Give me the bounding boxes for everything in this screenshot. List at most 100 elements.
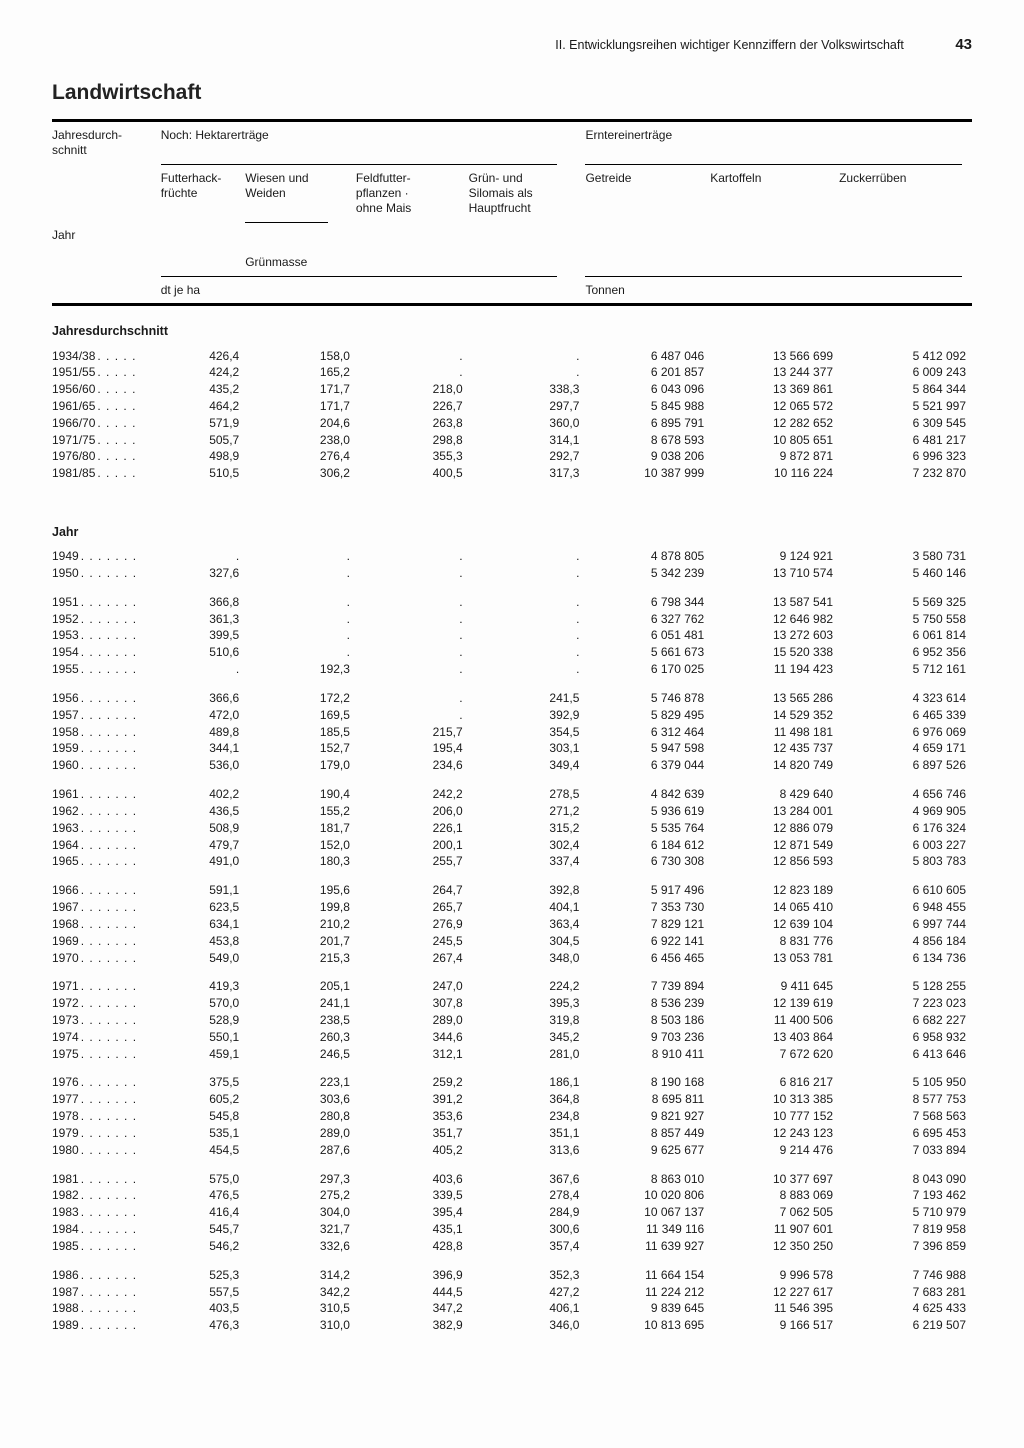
col-silomais: Grün- undSilomais alsHauptfrucht	[469, 165, 586, 222]
year-cell: 1966. . . . . . .	[52, 883, 161, 900]
year-cell: 1979. . . . . . .	[52, 1125, 161, 1142]
table-row: 1952. . . . . . .361,3...6 327 76212 646…	[52, 611, 972, 628]
table-row: 1977. . . . . . .605,2303,6391,2364,88 6…	[52, 1092, 972, 1109]
table-row: 1960. . . . . . .536,0179,0234,6349,46 3…	[52, 758, 972, 775]
table-row: 1979. . . . . . .535,1289,0351,7351,18 8…	[52, 1125, 972, 1142]
year-cell: 1971/75. . . . .	[52, 432, 161, 449]
table-row: 1957. . . . . . .472,0169,5.392,95 829 4…	[52, 707, 972, 724]
year-cell: 1934/38. . . . .	[52, 348, 161, 365]
year-cell: 1950. . . . . . .	[52, 565, 161, 582]
sub-gruenmasse: Grünmasse	[245, 249, 356, 276]
table-row: 1975. . . . . . .459,1246,5312,1281,08 9…	[52, 1046, 972, 1063]
year-cell: 1964. . . . . . .	[52, 837, 161, 854]
col-zucker: Zuckerrüben	[839, 165, 972, 222]
year-cell: 1981. . . . . . .	[52, 1171, 161, 1188]
year-cell: 1969. . . . . . .	[52, 933, 161, 950]
table-row: 1983. . . . . . .416,4304,0395,4284,910 …	[52, 1205, 972, 1222]
table-row: 1988. . . . . . .403,5310,5347,2406,19 8…	[52, 1301, 972, 1318]
year-cell: 1989. . . . . . .	[52, 1318, 161, 1335]
year-cell: 1980. . . . . . .	[52, 1142, 161, 1159]
table-row: 1974. . . . . . .550,1260,3344,6345,29 7…	[52, 1029, 972, 1046]
table-row: 1961. . . . . . .402,2190,4242,2278,54 8…	[52, 787, 972, 804]
table-row: 1967. . . . . . .623,5199,8265,7404,17 3…	[52, 900, 972, 917]
table-row: 1989. . . . . . .476,3310,0382,9346,010 …	[52, 1318, 972, 1335]
year-label: Jahr	[52, 222, 161, 249]
group-hektar: Noch: Hektarerträge	[161, 122, 586, 164]
year-cell: 1952. . . . . . .	[52, 611, 161, 628]
col-getreide: Getreide	[585, 165, 710, 222]
table-row: 1959. . . . . . .344,1152,7195,4303,15 9…	[52, 741, 972, 758]
table-row: 1969. . . . . . .453,8201,7245,5304,56 9…	[52, 933, 972, 950]
year-cell: 1976. . . . . . .	[52, 1075, 161, 1092]
year-cell: 1966/70. . . . .	[52, 415, 161, 432]
table-row: 1968. . . . . . .634,1210,2276,9363,47 8…	[52, 916, 972, 933]
table-row: 1985. . . . . . .546,2332,6428,8357,411 …	[52, 1238, 972, 1255]
table-row: 1964. . . . . . .479,7152,0200,1302,46 1…	[52, 837, 972, 854]
year-cell: 1987. . . . . . .	[52, 1284, 161, 1301]
year-cell: 1961. . . . . . .	[52, 787, 161, 804]
year-cell: 1974. . . . . . .	[52, 1029, 161, 1046]
table-row: 1980. . . . . . .454,5287,6405,2313,69 6…	[52, 1142, 972, 1159]
table-row: 1963. . . . . . .508,9181,7226,1315,25 5…	[52, 820, 972, 837]
year-cell: 1956/60. . . . .	[52, 382, 161, 399]
table-row: 1976/80. . . . .498,9276,4355,3292,79 03…	[52, 449, 972, 466]
table-row: 1965. . . . . . .491,0180,3255,7337,46 7…	[52, 854, 972, 871]
group-ernte: Erntereinerträge	[585, 122, 972, 164]
year-cell: 1955. . . . . . .	[52, 662, 161, 679]
table-row: 1966. . . . . . .591,1195,6264,7392,85 9…	[52, 883, 972, 900]
year-cell: 1949. . . . . . .	[52, 549, 161, 566]
running-head-text: II. Entwicklungsreihen wichtiger Kennzif…	[555, 38, 904, 52]
unit-right: Tonnen	[585, 277, 972, 303]
table-row: 1953. . . . . . .399,5...6 051 48113 272…	[52, 628, 972, 645]
table-row: 1934/38. . . . .426,4158,0..6 487 04613 …	[52, 348, 972, 365]
table-row: 1971/75. . . . .505,7238,0298,8314,18 67…	[52, 432, 972, 449]
table-row: 1984. . . . . . .545,7321,7435,1300,611 …	[52, 1222, 972, 1239]
table-row: 1978. . . . . . .545,8280,8353,6234,89 8…	[52, 1109, 972, 1126]
table-row: 1950. . . . . . .327,6...5 342 23913 710…	[52, 565, 972, 582]
year-cell: 1956. . . . . . .	[52, 690, 161, 707]
year-cell: 1977. . . . . . .	[52, 1092, 161, 1109]
year-cell: 1985. . . . . . .	[52, 1238, 161, 1255]
year-cell: 1981/85. . . . .	[52, 466, 161, 483]
table-row: 1981/85. . . . .510,5306,2400,5317,310 3…	[52, 466, 972, 483]
year-cell: 1982. . . . . . .	[52, 1188, 161, 1205]
year-cell: 1953. . . . . . .	[52, 628, 161, 645]
table-row: 1956/60. . . . .435,2171,7218,0338,36 04…	[52, 382, 972, 399]
table-row: 1972. . . . . . .570,0241,1307,8395,38 5…	[52, 996, 972, 1013]
year-cell: 1983. . . . . . .	[52, 1205, 161, 1222]
unit-left: dt je ha	[161, 277, 586, 303]
table-row: 1958. . . . . . .489,8185,5215,7354,56 3…	[52, 724, 972, 741]
year-cell: 1988. . . . . . .	[52, 1301, 161, 1318]
table-row: 1966/70. . . . .571,9204,6263,8360,06 89…	[52, 415, 972, 432]
table-row: 1973. . . . . . .528,9238,5289,0319,88 5…	[52, 1013, 972, 1030]
table-row: 1954. . . . . . .510,6...5 661 67315 520…	[52, 645, 972, 662]
table-row: 1949. . . . . . .....4 878 8059 124 9213…	[52, 549, 972, 566]
year-cell: 1960. . . . . . .	[52, 758, 161, 775]
table-row: 1987. . . . . . .557,5342,2444,5427,211 …	[52, 1284, 972, 1301]
year-cell: 1976/80. . . . .	[52, 449, 161, 466]
col-futterhack: Futterhack-früchte	[161, 165, 246, 222]
data-table: Jahresdurch-schnittNoch: HektarerträgeEr…	[52, 122, 972, 1335]
page-title: Landwirtschaft	[52, 81, 972, 105]
year-cell: 1967. . . . . . .	[52, 900, 161, 917]
table-row: 1951/55. . . . .424,2165,2..6 201 85713 …	[52, 365, 972, 382]
table-row: 1986. . . . . . .525,3314,2396,9352,311 …	[52, 1267, 972, 1284]
section-label: Jahr	[52, 507, 972, 549]
year-cell: 1959. . . . . . .	[52, 741, 161, 758]
year-cell: 1957. . . . . . .	[52, 707, 161, 724]
page-number: 43	[955, 36, 972, 53]
table-row: 1981. . . . . . .575,0297,3403,6367,68 8…	[52, 1171, 972, 1188]
year-cell: 1970. . . . . . .	[52, 950, 161, 967]
table-row: 1951. . . . . . .366,8...6 798 34413 587…	[52, 594, 972, 611]
year-cell: 1978. . . . . . .	[52, 1109, 161, 1126]
section-label: Jahresdurchschnitt	[52, 306, 972, 348]
year-cell: 1973. . . . . . .	[52, 1013, 161, 1030]
running-head: II. Entwicklungsreihen wichtiger Kennzif…	[52, 36, 972, 53]
table-row: 1962. . . . . . .436,5155,2206,0271,25 9…	[52, 803, 972, 820]
year-cell: 1963. . . . . . .	[52, 820, 161, 837]
period-label: Jahresdurch-schnitt	[52, 122, 161, 164]
year-cell: 1958. . . . . . .	[52, 724, 161, 741]
year-cell: 1968. . . . . . .	[52, 916, 161, 933]
table-row: 1961/65. . . . .464,2171,7226,7297,75 84…	[52, 398, 972, 415]
table-row: 1970. . . . . . .549,0215,3267,4348,06 4…	[52, 950, 972, 967]
